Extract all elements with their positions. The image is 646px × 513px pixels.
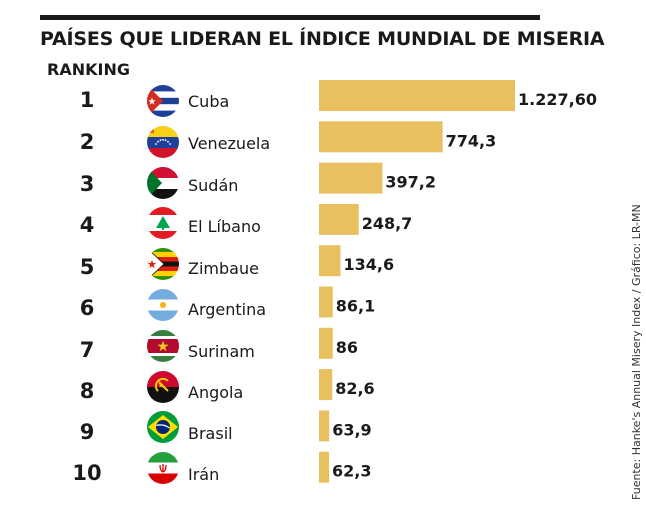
- rank-number: 9: [79, 420, 95, 444]
- brazil-flag-icon: [147, 411, 179, 443]
- bar-value-label: 86: [336, 338, 358, 357]
- rank-number: 6: [79, 296, 95, 320]
- zimbabwe-flag-icon: [147, 248, 179, 280]
- bar-ir-n: [319, 451, 329, 483]
- country-name: Venezuela: [188, 134, 271, 153]
- country-name: Surinam: [188, 342, 255, 361]
- country-name: Irán: [188, 465, 220, 484]
- bar-el-l-bano: [319, 203, 359, 235]
- bar-brasil: [319, 410, 330, 442]
- rank-number: 4: [79, 213, 95, 237]
- suriname-flag-icon: [147, 330, 179, 362]
- lebanon-flag-icon: [147, 207, 179, 239]
- angola-flag-icon: [147, 371, 179, 403]
- bar-angola: [319, 369, 333, 401]
- bar-value-label: 62,3: [332, 462, 371, 481]
- country-name: Brasil: [188, 424, 233, 443]
- source-credit: Fuente: Hanke's Annual Misery Index / Gr…: [630, 204, 643, 500]
- bar-value-label: 63,9: [332, 420, 371, 439]
- rank-number: 5: [79, 255, 95, 279]
- bar-value-label: 1.227,60: [518, 90, 597, 109]
- bar-value-label: 774,3: [446, 131, 497, 150]
- country-name: Zimbaue: [188, 259, 259, 278]
- chart-title: PAÍSES QUE LIDERAN EL ÍNDICE MUNDIAL DE …: [40, 28, 605, 50]
- country-name: Argentina: [188, 300, 267, 319]
- top-rule: [40, 15, 540, 20]
- bar-value-label: 82,6: [335, 379, 374, 398]
- bar-venezuela: [319, 121, 443, 153]
- bar-surinam: [319, 327, 333, 359]
- sudan-flag-icon: [147, 167, 179, 199]
- country-name: Sudán: [188, 176, 239, 195]
- country-name: El Líbano: [188, 217, 261, 236]
- rank-number: 8: [79, 379, 95, 403]
- bar-cuba: [319, 80, 515, 111]
- country-name: Angola: [188, 383, 244, 402]
- cuba-flag-icon: [147, 85, 179, 117]
- country-name: Cuba: [188, 92, 230, 111]
- bar-argentina: [319, 286, 333, 318]
- rank-number: 2: [79, 130, 95, 154]
- bar-value-label: 134,6: [343, 255, 394, 274]
- ranking-label: RANKING: [47, 60, 130, 79]
- rank-number: 1: [79, 88, 95, 112]
- bar-value-label: 397,2: [385, 173, 436, 192]
- venezuela-flag-icon: [147, 126, 179, 158]
- bar-sud-n: [319, 162, 383, 194]
- rank-number: 3: [79, 172, 95, 196]
- bar-value-label: 86,1: [336, 297, 375, 316]
- argentina-flag-icon: [147, 289, 179, 321]
- iran-flag-icon: [147, 452, 179, 484]
- bar-value-label: 248,7: [362, 214, 413, 233]
- rank-number: 7: [79, 338, 95, 362]
- rank-number: 10: [72, 461, 102, 485]
- bar-zimbaue: [319, 245, 341, 277]
